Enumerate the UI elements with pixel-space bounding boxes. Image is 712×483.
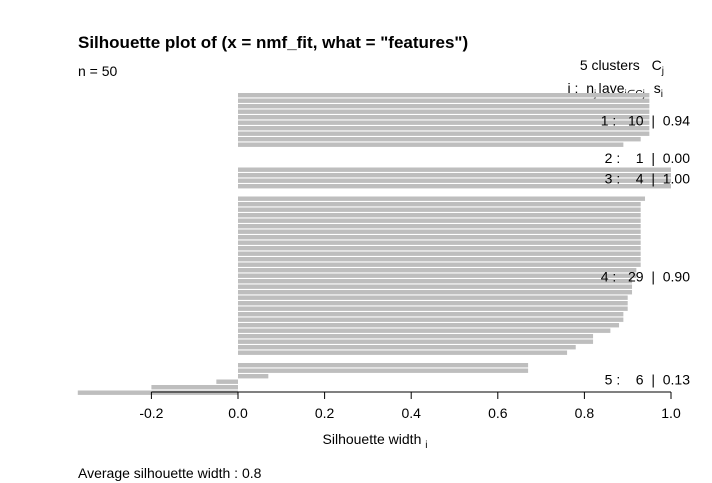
silhouette-bar bbox=[238, 240, 641, 245]
silhouette-bar bbox=[238, 184, 671, 189]
silhouette-bar bbox=[238, 317, 624, 322]
silhouette-bar bbox=[238, 339, 594, 344]
x-tick-label: 0.4 bbox=[401, 405, 421, 421]
silhouette-bar bbox=[238, 115, 650, 120]
silhouette-bar bbox=[238, 229, 641, 234]
column-header-s-sub: i bbox=[661, 89, 663, 100]
cluster-label-2: 2 : 1 | 0.00 bbox=[605, 150, 691, 166]
silhouette-bar bbox=[238, 173, 671, 178]
x-tick-label: 0.0 bbox=[228, 405, 248, 421]
cluster-label-1: 1 : 10 | 0.94 bbox=[601, 113, 690, 129]
silhouette-bar bbox=[238, 251, 641, 256]
silhouette-bar bbox=[238, 306, 628, 311]
silhouette-bar bbox=[238, 290, 633, 295]
silhouette-bar bbox=[238, 312, 624, 317]
silhouette-bar bbox=[238, 109, 650, 114]
silhouette-bar bbox=[238, 301, 628, 306]
cluster-label-3: 3 : 4 | 1.00 bbox=[605, 171, 691, 187]
silhouette-bar bbox=[238, 224, 641, 229]
silhouette-bar bbox=[238, 196, 646, 201]
clusters-header-label: 5 clusters bbox=[580, 57, 640, 73]
column-header-ave: ave bbox=[602, 80, 625, 96]
silhouette-bar bbox=[238, 345, 576, 350]
silhouette-bar bbox=[238, 207, 641, 212]
silhouette-bar bbox=[238, 257, 641, 262]
silhouette-bar bbox=[238, 98, 650, 103]
clusters-header-sub: j bbox=[661, 66, 664, 77]
silhouette-bar bbox=[238, 334, 594, 339]
silhouette-bar bbox=[238, 120, 650, 125]
silhouette-bar bbox=[238, 284, 633, 289]
x-tick-label: 0.8 bbox=[575, 405, 595, 421]
silhouette-bar bbox=[238, 350, 568, 355]
x-tick-label: -0.2 bbox=[139, 405, 163, 421]
silhouette-bar bbox=[238, 295, 628, 300]
silhouette-bar bbox=[238, 218, 641, 223]
x-axis-title: Silhouette width i bbox=[323, 431, 428, 451]
silhouette-bar bbox=[238, 246, 641, 251]
clusters-header: 5 clusters Cj bbox=[580, 57, 664, 77]
silhouette-bar bbox=[238, 368, 529, 373]
silhouette-bar bbox=[238, 137, 641, 142]
x-tick-label: 1.0 bbox=[661, 405, 681, 421]
silhouette-bar bbox=[151, 385, 238, 390]
cluster-label-4: 4 : 29 | 0.90 bbox=[601, 268, 690, 284]
silhouette-bar bbox=[77, 390, 238, 395]
silhouette-bar bbox=[238, 131, 650, 136]
silhouette-bar bbox=[216, 379, 238, 384]
svg-text:5 clusters Cj: 5 clusters Cj bbox=[580, 57, 664, 77]
x-tick-label: 0.2 bbox=[315, 405, 335, 421]
silhouette-bar bbox=[238, 213, 641, 218]
silhouette-bar bbox=[238, 178, 671, 183]
x-axis-title-label: Silhouette width bbox=[323, 431, 422, 447]
silhouette-bar bbox=[238, 328, 611, 333]
silhouette-bar bbox=[238, 93, 650, 98]
silhouette-bar bbox=[238, 126, 650, 131]
clusters-header-symbol: C bbox=[652, 57, 662, 73]
silhouette-bar bbox=[238, 323, 620, 328]
silhouette-bar bbox=[238, 262, 641, 267]
cluster-label-5: 5 : 6 | 0.13 bbox=[605, 372, 691, 388]
chart-title: Silhouette plot of (x = nmf_fit, what = … bbox=[78, 33, 468, 52]
n-label: n = 50 bbox=[78, 63, 118, 79]
silhouette-bar bbox=[238, 273, 637, 278]
column-header-n: n bbox=[586, 80, 594, 96]
x-axis-title-sub: i bbox=[425, 440, 427, 451]
silhouette-bar bbox=[238, 268, 637, 273]
silhouette-bar bbox=[238, 363, 529, 368]
silhouette-bar bbox=[238, 202, 641, 207]
silhouette-bar bbox=[238, 235, 641, 240]
column-header-sep: | bbox=[598, 80, 602, 96]
silhouette-bar bbox=[238, 279, 633, 284]
footer-average-width: Average silhouette width : 0.8 bbox=[78, 465, 262, 481]
x-tick-label: 0.6 bbox=[488, 405, 508, 421]
bars-layer bbox=[77, 93, 671, 395]
column-header-j: j : bbox=[566, 80, 578, 96]
silhouette-bar bbox=[238, 142, 624, 147]
cluster-labels-layer: 1 : 10 | 0.94 2 : 1 | 0.00 3 : 4 | 1.00 4 :… bbox=[601, 113, 690, 388]
silhouette-bar bbox=[238, 167, 671, 172]
silhouette-bar bbox=[238, 104, 650, 109]
column-header-s: s bbox=[654, 80, 661, 96]
x-axis: -0.2 0.0 0.2 0.4 0.6 0.8 1.0 bbox=[139, 391, 681, 421]
silhouette-bar bbox=[238, 374, 269, 379]
